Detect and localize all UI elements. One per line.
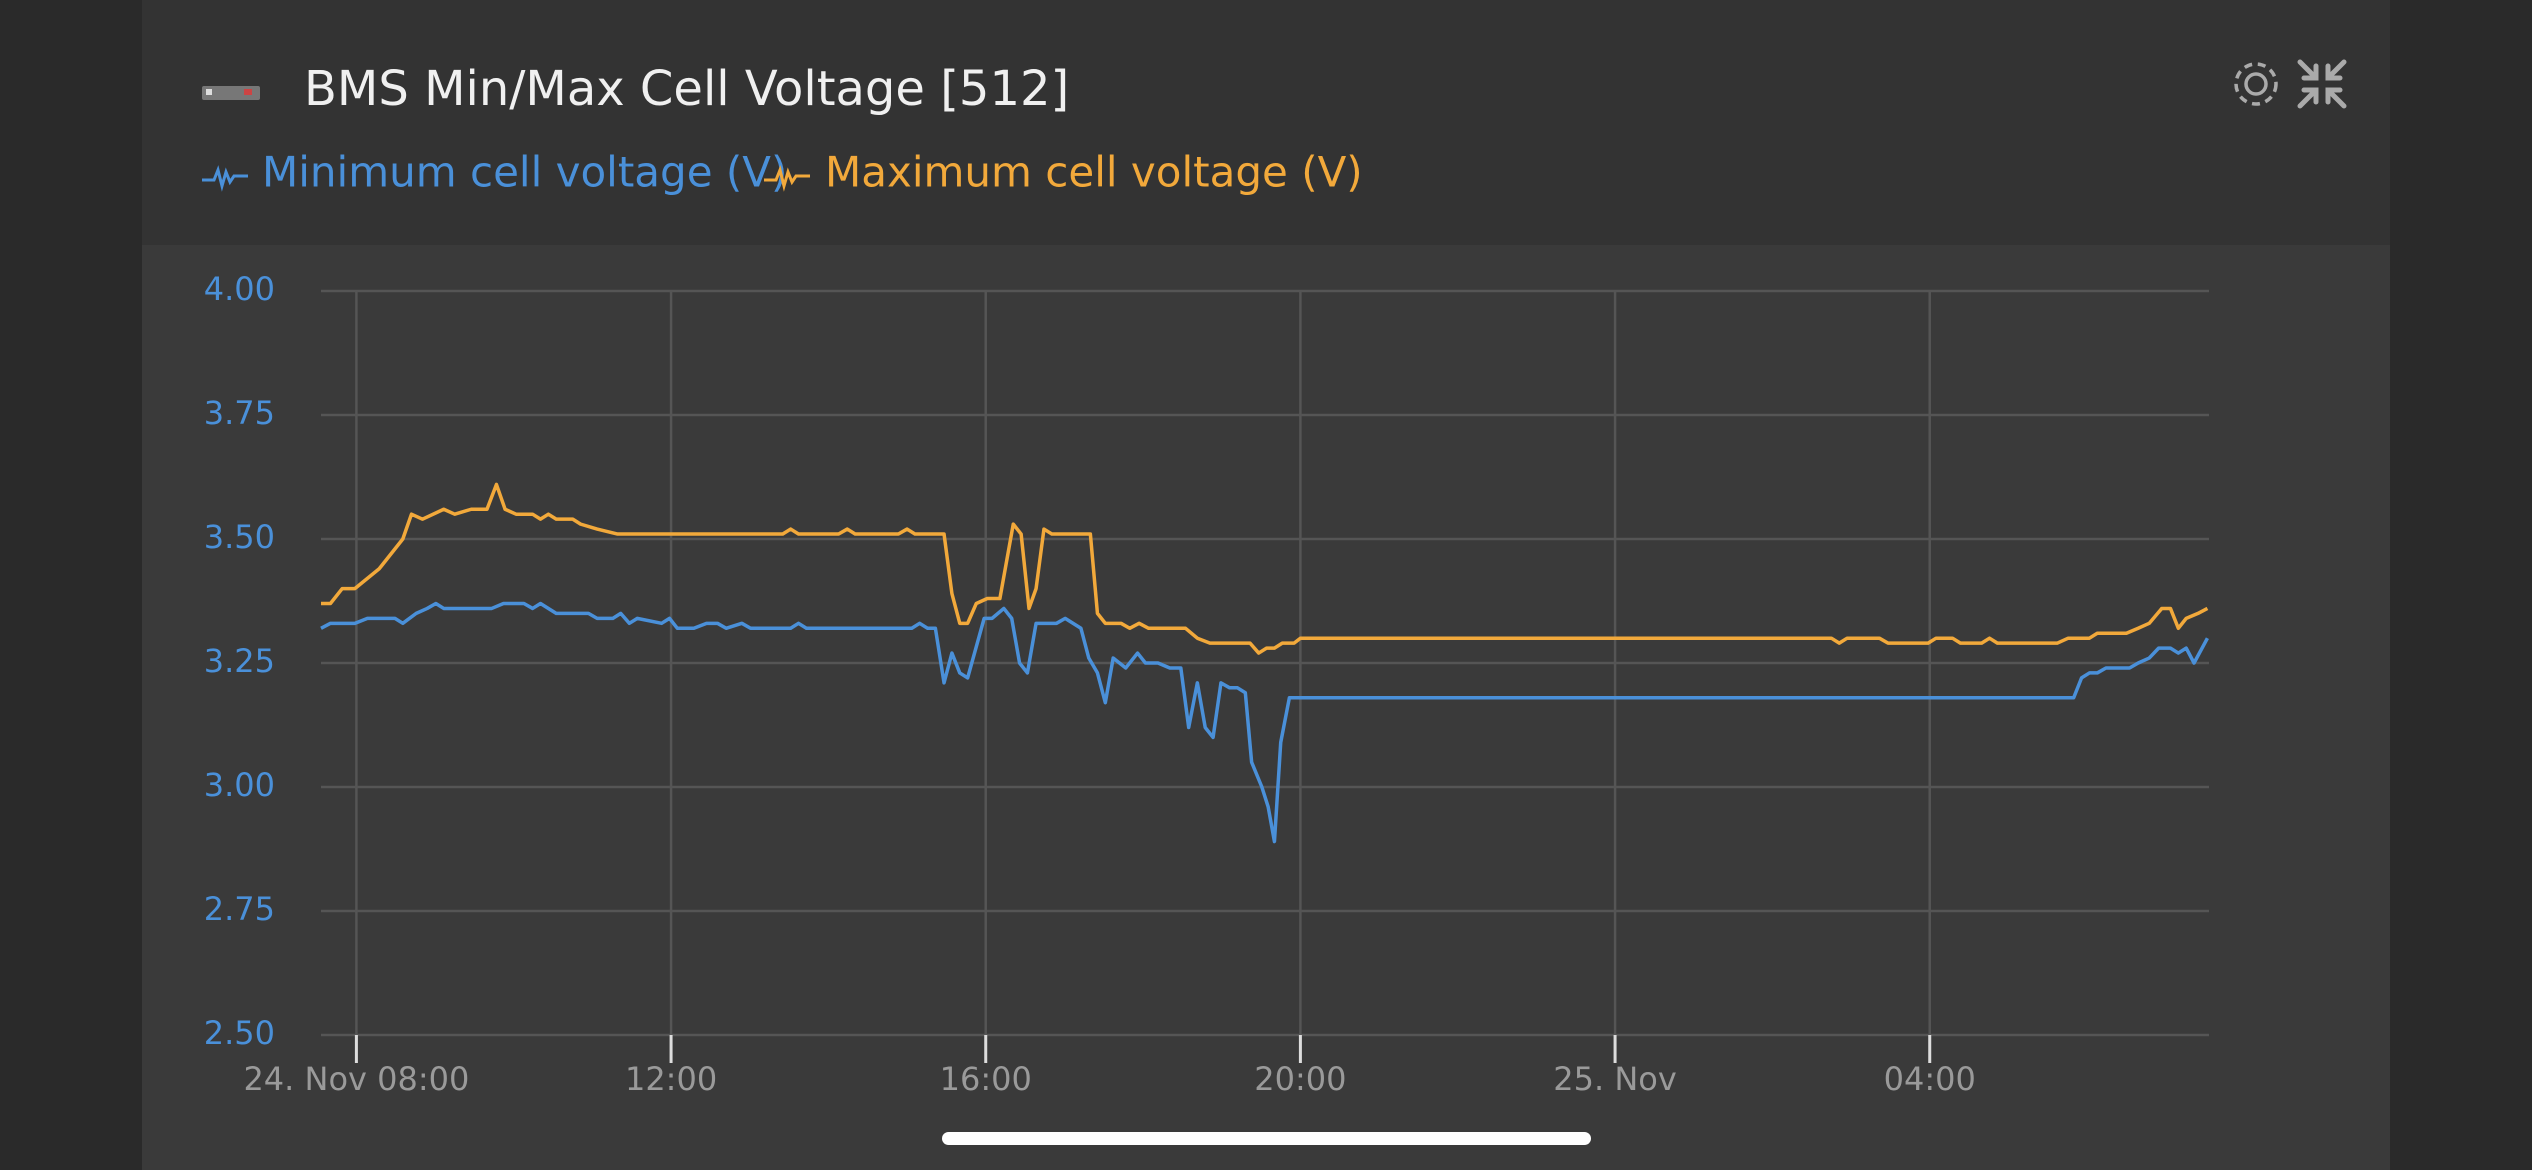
x-tick-label: 16:00 bbox=[940, 1060, 1032, 1098]
home-indicator bbox=[942, 1132, 1591, 1145]
collapse-button[interactable] bbox=[2297, 59, 2347, 109]
legend: Minimum cell voltage (V) Maximum cell vo… bbox=[202, 148, 1363, 197]
y-tick-label: 4.00 bbox=[204, 270, 275, 308]
chart-title: BMS Min/Max Cell Voltage [512] bbox=[304, 61, 1069, 117]
y-tick-label: 2.50 bbox=[204, 1014, 275, 1052]
legend-entry[interactable]: Minimum cell voltage (V) bbox=[262, 148, 787, 197]
legend-icon bbox=[764, 165, 810, 192]
series-line bbox=[320, 601, 2209, 844]
settings-button[interactable] bbox=[2234, 62, 2278, 106]
y-tick-label: 2.75 bbox=[204, 890, 275, 928]
series-line bbox=[321, 482, 2209, 655]
y-tick-label: 3.25 bbox=[204, 642, 275, 680]
x-tick-label: 12:00 bbox=[625, 1060, 717, 1098]
plot-area: 2.50 2.75 3.00 3.25 3.50 3.75 4.00 24. Nov 08:0… bbox=[204, 270, 2209, 1098]
card-header bbox=[142, 0, 2390, 245]
x-tick-label: 20:00 bbox=[1254, 1060, 1346, 1098]
x-tick-label: 04:00 bbox=[1884, 1060, 1976, 1098]
legend-entry[interactable]: Maximum cell voltage (V) bbox=[825, 148, 1363, 197]
x-tick-label: 24. Nov 08:00 bbox=[243, 1060, 469, 1098]
y-tick-label: 3.75 bbox=[204, 394, 275, 432]
device-icon bbox=[202, 86, 260, 100]
y-tick-label: 3.50 bbox=[204, 518, 275, 556]
x-tick-label: 25. Nov bbox=[1553, 1060, 1677, 1098]
y-tick-label: 3.00 bbox=[204, 766, 275, 804]
legend-icon bbox=[202, 165, 248, 192]
